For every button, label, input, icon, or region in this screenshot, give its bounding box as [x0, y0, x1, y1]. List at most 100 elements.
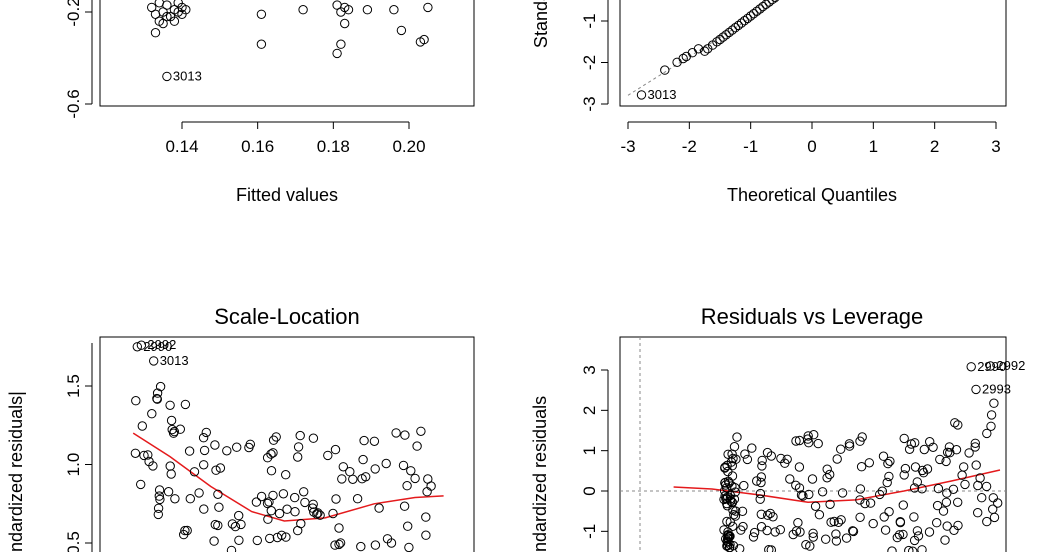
data-point — [313, 508, 323, 518]
plot-frame — [99, 336, 475, 552]
data-point — [908, 546, 918, 552]
x-tick-label: 1 — [869, 137, 878, 156]
data-point — [841, 533, 852, 543]
data-point — [755, 488, 766, 499]
panel-title: Scale-Location — [214, 304, 360, 329]
data-point — [949, 525, 959, 535]
data-point — [953, 420, 963, 430]
data-point — [971, 384, 981, 395]
data-point — [281, 470, 291, 480]
data-point — [948, 484, 959, 494]
data-point — [746, 11, 756, 21]
point-label: 2993 — [982, 381, 1011, 396]
data-point — [900, 463, 911, 474]
data-point — [942, 521, 952, 531]
data-point — [981, 481, 992, 492]
data-point — [919, 444, 929, 455]
data-point — [764, 0, 774, 7]
data-point — [982, 428, 992, 439]
data-point — [764, 545, 774, 552]
data-point — [165, 400, 175, 410]
x-tick-label: 0.18 — [317, 137, 350, 156]
data-point — [170, 494, 180, 504]
data-point — [732, 432, 742, 442]
data-point — [334, 523, 344, 533]
data-point — [370, 464, 380, 474]
y-axis: 0.5 1.0 1.5 — [64, 343, 93, 552]
data-point — [423, 474, 433, 484]
data-point — [917, 484, 927, 494]
data-point — [756, 509, 766, 519]
data-point — [214, 502, 224, 512]
data-point — [256, 491, 267, 502]
data-point — [730, 483, 740, 493]
data-point — [402, 481, 412, 491]
y-tick-label: -3 — [580, 96, 599, 111]
data-point — [227, 519, 238, 529]
data-point — [957, 470, 967, 480]
data-point — [755, 4, 765, 14]
data-point — [308, 433, 319, 443]
x-tick-label: -2 — [682, 137, 697, 156]
data-point — [836, 515, 846, 525]
data-point — [925, 437, 935, 447]
data-point — [749, 527, 760, 538]
data-point — [330, 540, 340, 550]
data-point — [989, 398, 999, 408]
data-point — [356, 541, 366, 552]
data-point — [910, 438, 920, 448]
data-point — [758, 1, 768, 12]
data-point — [149, 356, 159, 366]
data-point — [752, 6, 762, 16]
data-point — [268, 435, 279, 445]
plot-frame — [99, 0, 475, 107]
data-point — [763, 510, 773, 520]
data-point — [352, 494, 363, 504]
data-point — [136, 340, 147, 350]
data-point — [737, 506, 748, 516]
data-point — [293, 442, 304, 452]
data-point — [693, 44, 704, 54]
y-tick-label: 2 — [580, 406, 599, 415]
y-axis: -3 -2 -1 — [580, 0, 609, 112]
qq-reference-line — [627, 0, 781, 96]
data-point — [836, 444, 846, 454]
data-point — [796, 490, 807, 500]
data-point — [761, 0, 771, 9]
data-point — [266, 506, 276, 516]
data-point — [794, 462, 805, 472]
data-point — [986, 421, 996, 431]
data-point — [917, 545, 927, 552]
data-point — [913, 531, 924, 541]
data-point — [389, 5, 399, 15]
data-point — [892, 532, 902, 543]
point-labels: 3013 — [173, 68, 202, 83]
data-point — [410, 473, 420, 484]
data-point — [966, 362, 976, 372]
data-point — [813, 438, 823, 449]
plot-frame — [619, 0, 1007, 107]
data-point — [938, 506, 949, 516]
data-point — [143, 450, 153, 460]
data-point — [180, 525, 190, 536]
data-point — [226, 545, 237, 552]
data-point — [299, 487, 309, 497]
data-point — [335, 538, 346, 548]
data-point — [885, 456, 895, 466]
data-points — [147, 0, 433, 82]
data-point — [222, 446, 232, 456]
data-point — [330, 444, 341, 455]
data-point — [700, 46, 710, 56]
data-point — [736, 18, 747, 28]
data-point — [166, 415, 177, 426]
data-point — [725, 496, 736, 506]
data-point — [144, 456, 154, 467]
data-point — [860, 498, 870, 509]
y-tick-label: 1 — [580, 446, 599, 455]
data-point — [194, 488, 204, 498]
data-point — [154, 485, 165, 495]
data-point — [803, 434, 813, 444]
data-point — [848, 526, 858, 536]
